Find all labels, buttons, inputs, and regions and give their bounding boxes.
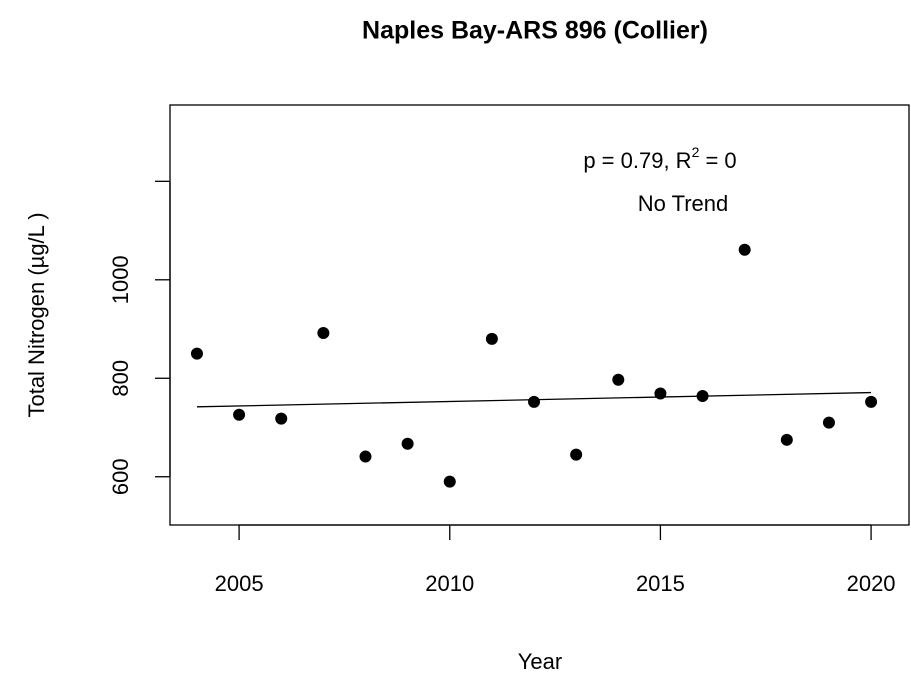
point <box>275 412 288 425</box>
x-tick-label: 2010 <box>425 571 474 596</box>
point <box>485 332 498 345</box>
y-tick-label: 1000 <box>108 255 133 304</box>
annotation-note: No Trend <box>638 191 729 216</box>
y-tick-label: 800 <box>108 360 133 397</box>
point <box>190 347 203 360</box>
y-axis-label: Total Nitrogen (µg/L ) <box>24 212 49 417</box>
point <box>401 437 414 450</box>
annotation-suffix: = 0 <box>699 148 736 173</box>
point <box>865 395 878 408</box>
point <box>443 475 456 488</box>
point <box>738 243 751 256</box>
x-axis-label: Year <box>518 649 562 674</box>
annotation: p = 0.79, R2 = 0 <box>583 144 736 173</box>
point <box>570 448 583 461</box>
chart-title: Naples Bay-ARS 896 (Collier) <box>362 17 708 45</box>
x-tick-label: 2020 <box>847 571 896 596</box>
point <box>654 387 667 400</box>
point <box>780 433 793 446</box>
point <box>359 450 372 463</box>
y-tick-label: 600 <box>108 458 133 495</box>
point <box>528 395 541 408</box>
point <box>317 326 330 339</box>
point <box>233 408 246 421</box>
point <box>696 389 709 402</box>
point <box>612 373 625 386</box>
point <box>822 416 835 429</box>
plot-box <box>169 104 910 526</box>
annotation-text: p = 0.79, R <box>583 148 691 173</box>
x-tick-label: 2005 <box>215 571 264 596</box>
x-tick-label: 2015 <box>636 571 685 596</box>
annotation-superscript: 2 <box>692 144 700 160</box>
